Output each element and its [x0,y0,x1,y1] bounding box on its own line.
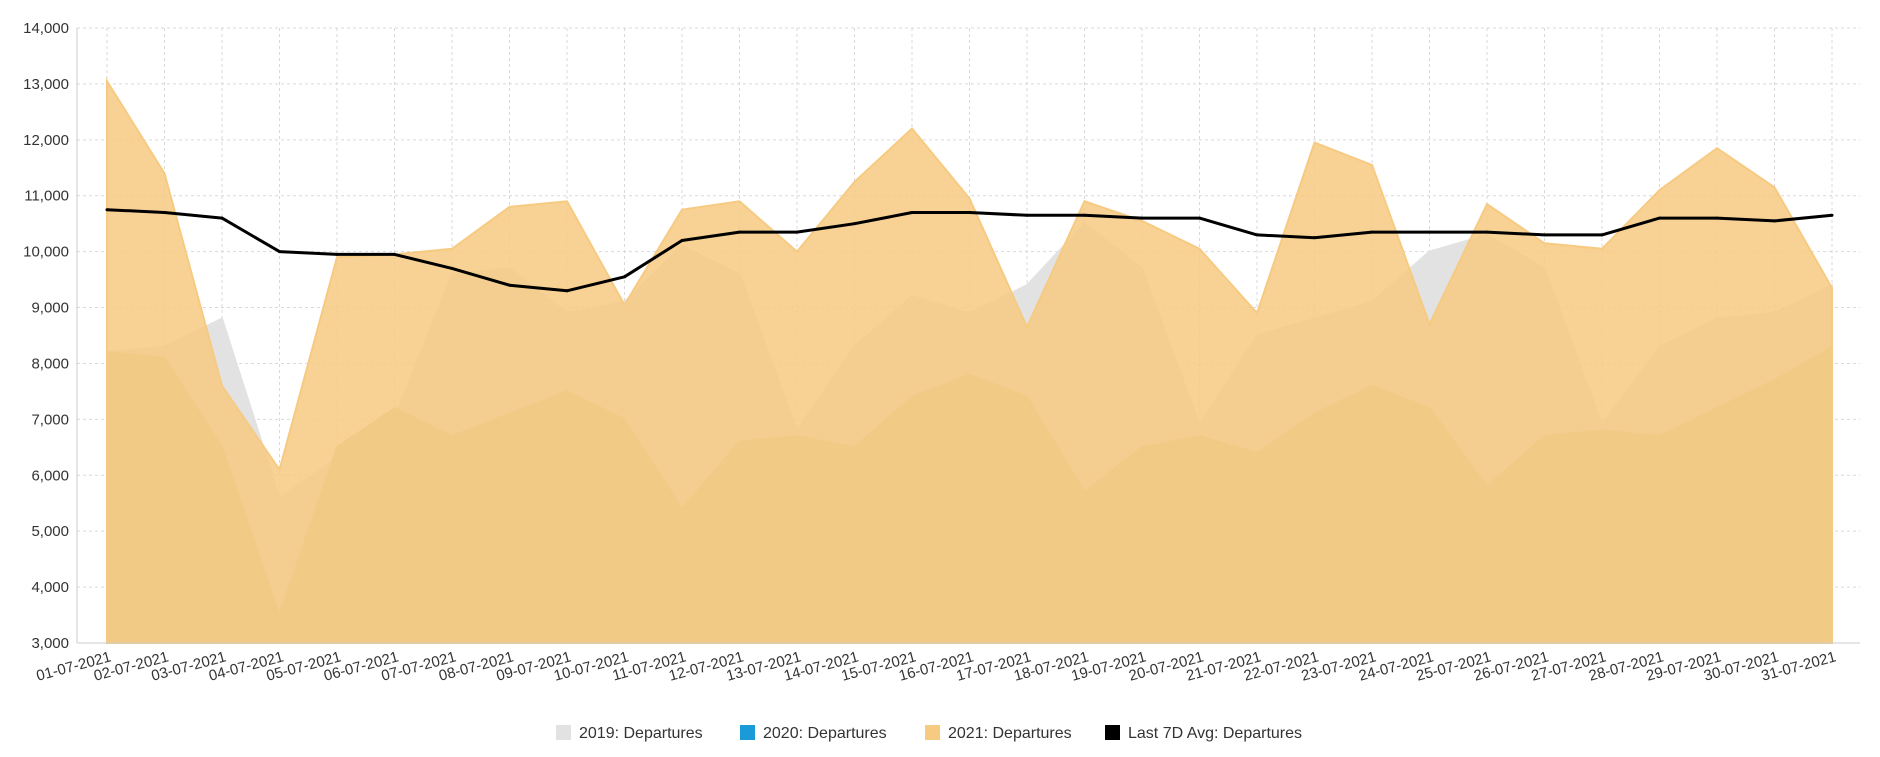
data-point-last-7d-avg [738,230,741,234]
data-point-last-7d-avg [163,211,166,214]
data-point-last-7d-avg [1600,233,1604,237]
data-point-last-7d-avg [623,275,626,279]
data-point-last-7d-avg [335,252,339,256]
data-point-last-7d-avg [450,266,454,270]
y-tick-label: 10,000 [23,244,69,261]
y-tick-label: 9,000 [31,300,69,317]
data-point-last-7d-avg [968,211,971,214]
data-point-last-7d-avg [1715,216,1719,220]
data-point-last-7d-avg [680,238,684,242]
data-point-last-7d-avg [220,216,224,220]
data-point-last-7d-avg [1543,233,1546,237]
y-tick-label: 13,000 [23,76,69,93]
legend[interactable]: 2019: Departures 2020: Departures 2021: De… [556,725,1302,742]
legend-item[interactable]: Last 7D Avg: Departures [1105,725,1302,742]
data-point-last-7d-avg [1083,213,1086,217]
data-point-last-7d-avg [1830,213,1834,217]
data-point-last-7d-avg [910,211,914,214]
y-tick-label: 7,000 [31,411,69,428]
data-point-last-7d-avg [565,289,569,293]
y-tick-label: 14,000 [23,20,69,37]
legend-swatch [925,725,940,740]
legend-label: 2019: Departures [579,725,703,742]
data-point-last-7d-avg [1485,230,1489,234]
legend-item[interactable]: 2020: Departures [740,725,887,742]
series-areas [106,77,1833,644]
legend-swatch [1105,725,1120,740]
legend-label: 2021: Departures [948,725,1072,742]
series-lines [105,208,1834,293]
data-point-last-7d-avg [1025,213,1029,217]
data-point-last-7d-avg [1140,216,1144,220]
area-2021-departures [106,77,1833,644]
y-tick-label: 8,000 [31,355,69,372]
data-point-last-7d-avg [1255,233,1259,237]
legend-swatch [740,725,755,740]
data-point-last-7d-avg [508,283,511,287]
legend-swatch [556,725,571,740]
data-point-last-7d-avg [1313,236,1316,240]
y-tick-label: 12,000 [23,132,69,149]
data-point-last-7d-avg [795,230,799,234]
axes: 3,000 4,000 5,000 6,000 7,000 8,000 9,000 10,00… [23,20,1860,685]
data-point-last-7d-avg [393,252,396,256]
y-tick-label: 3,000 [31,635,69,652]
legend-label: 2020: Departures [763,725,887,742]
legend-label: Last 7D Avg: Departures [1128,725,1302,742]
y-tick-label: 4,000 [31,579,69,596]
y-tick-label: 6,000 [31,467,69,484]
data-point-last-7d-avg [1773,219,1776,223]
y-tick-label: 5,000 [31,523,69,540]
legend-item[interactable]: 2019: Departures [556,725,703,742]
data-point-last-7d-avg [105,208,109,212]
legend-item[interactable]: 2021: Departures [925,725,1072,742]
data-point-last-7d-avg [1198,216,1201,220]
data-point-last-7d-avg [853,222,856,226]
data-point-last-7d-avg [1658,216,1661,220]
data-point-last-7d-avg [1428,230,1431,234]
data-point-last-7d-avg [278,250,281,254]
data-point-last-7d-avg [1370,230,1374,234]
y-tick-label: 11,000 [24,188,69,205]
